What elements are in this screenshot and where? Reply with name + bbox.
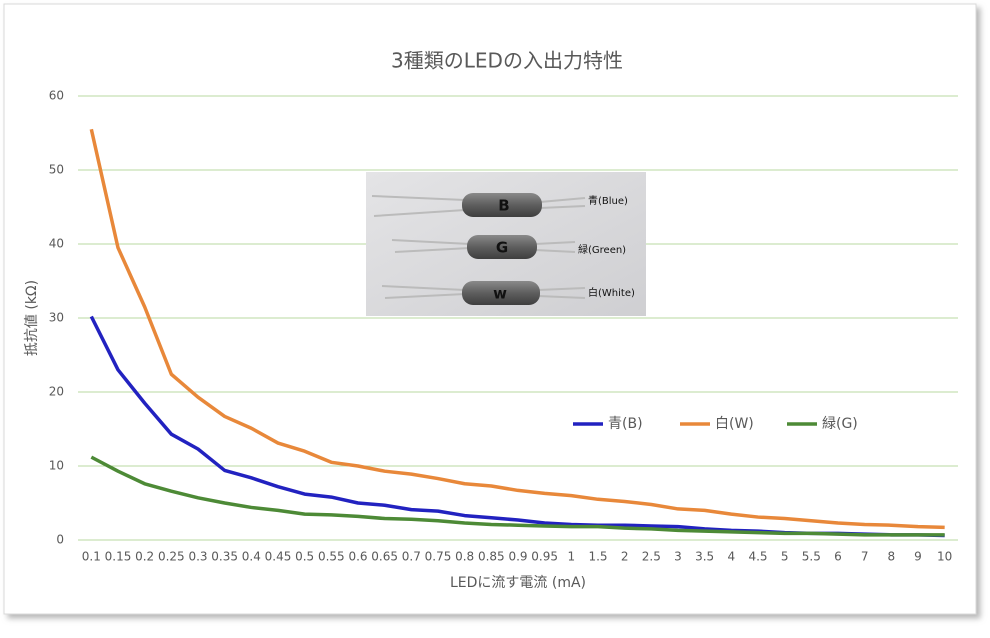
legend-label: 白(W) (715, 416, 754, 432)
x-tick-label: 1.5 (588, 550, 607, 564)
legend-label: 緑(G) (822, 416, 858, 432)
data-line (90, 455, 945, 537)
x-tick-label: 0.7 (402, 550, 421, 564)
resistor-letter: G (496, 239, 508, 257)
x-tick-label: 0.8 (455, 550, 474, 564)
resistor (462, 281, 540, 305)
photo-inset: B Gw 青(Blue) 緑(Green) 白(White) (366, 172, 646, 316)
x-tick-label: 0.65 (371, 550, 398, 564)
x-tick-label: 0.3 (188, 550, 207, 564)
resistor-letter: B (498, 197, 509, 215)
y-tick-label: 0 (56, 533, 64, 547)
y-axis-label: 抵抗値 (kΩ) (24, 280, 40, 356)
x-tick-label: 0.55 (318, 550, 345, 564)
resistor (467, 235, 537, 259)
x-tick-label: 2.5 (642, 550, 661, 564)
x-tick-label: 0.2 (135, 550, 154, 564)
x-tick-label: 0.85 (478, 550, 505, 564)
x-tick-label: 4 (728, 550, 736, 564)
x-tick-label: 0.6 (348, 550, 367, 564)
data-line (89, 128, 945, 530)
x-tick-label: 0.75 (425, 550, 452, 564)
y-tick-label: 60 (49, 89, 64, 103)
x-tick-label: 3 (674, 550, 682, 564)
resistor (462, 193, 542, 217)
x-tick-label: 2 (621, 550, 629, 564)
y-tick-label: 10 (49, 459, 64, 473)
chart-title: 3種類のLEDの入出力特性 (391, 49, 623, 73)
x-tick-label: 9 (914, 550, 922, 564)
x-tick-label: 6 (834, 550, 842, 564)
x-tick-label: 0.95 (531, 550, 558, 564)
y-tick-label: 20 (49, 385, 64, 399)
y-tick-label: 50 (49, 163, 64, 177)
x-tick-label: 5 (781, 550, 789, 564)
x-tick-label: 7 (861, 550, 869, 564)
x-tick-label: 0.4 (242, 550, 261, 564)
x-tick-label: 0.35 (211, 550, 238, 564)
x-tick-label: 10 (937, 550, 952, 564)
y-tick-label: 40 (49, 237, 64, 251)
x-tick-label: 4.5 (748, 550, 767, 564)
x-tick-label: 3.5 (695, 550, 714, 564)
x-tick-label: 8 (888, 550, 896, 564)
grid: 0 10 20 30 40 50 60 0.1 0.15 0.2 0.25 0.3 0.35 0.4 0.4… (49, 89, 958, 564)
x-tick-label: 0.15 (105, 550, 132, 564)
plot (89, 128, 945, 538)
x-tick-label: 0.5 (295, 550, 314, 564)
x-tick-label: 0.1 (82, 550, 101, 564)
photo-label: 緑(Green) (578, 243, 626, 256)
x-tick-label: 0.9 (508, 550, 527, 564)
x-tick-label: 5.5 (802, 550, 821, 564)
wires (371, 195, 586, 299)
photo-label: 白(White) (588, 286, 635, 299)
x-tick-label: 0.25 (158, 550, 185, 564)
x-tick-label: 1 (568, 550, 576, 564)
legend: 青(B) 白(W) 緑(G) (573, 416, 858, 432)
y-tick-label: 30 (49, 311, 64, 325)
legend-label: 青(B) (608, 416, 643, 432)
photo-label: 青(Blue) (588, 194, 628, 207)
x-axis-label: LEDに流す電流 (mA) (450, 575, 586, 591)
x-tick-label: 0.45 (265, 550, 292, 564)
resistor-letter: w (493, 285, 507, 303)
